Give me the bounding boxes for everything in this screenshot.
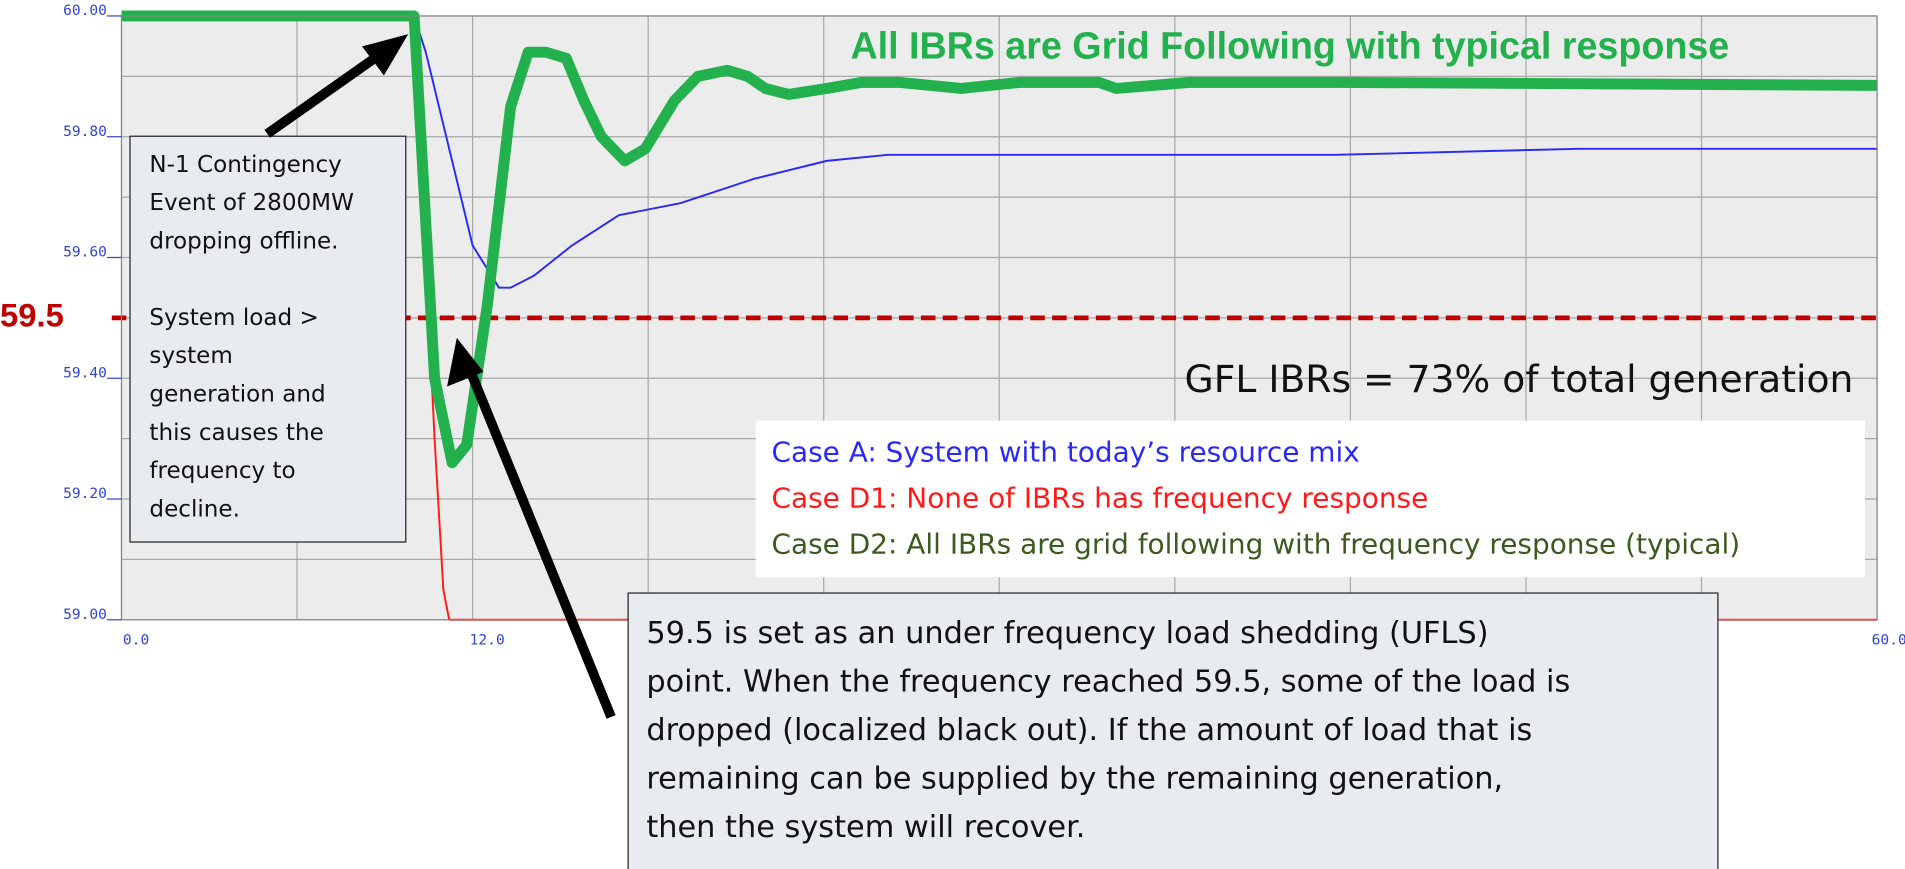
legend-label: Case D2: All IBRs are grid following wit… [771,528,1740,561]
y-tick-label: 60.00 [63,2,107,19]
series-line [121,14,1878,289]
event-text: dropping offline. [149,228,338,254]
threshold-label: 59.5 [0,297,64,334]
y-tick-label: 59.40 [63,364,107,381]
ufls-text: point. When the frequency reached 59.5, … [646,664,1570,699]
x-tick-label: 0.0 [123,631,149,648]
legend-label: Case A: System with today’s resource mix [771,435,1359,468]
event-text: this causes the [149,420,323,446]
event-text: System load > [149,305,318,331]
subtitle: GFL IBRs = 73% of total generation [1185,357,1854,401]
ufls-text: dropped (localized black out). If the am… [646,713,1532,748]
event-text: system [149,343,232,369]
chart-title: All IBRs are Grid Following with typical… [850,25,1729,67]
y-tick-label: 59.60 [63,244,107,261]
event-text: Event of 2800MW [149,190,354,216]
event-box [129,135,407,543]
legend [755,420,1865,578]
ufls-box [627,592,1719,869]
ufls-text: then the system will recover. [646,810,1085,845]
ufls-text: 59.5 is set as an under frequency load s… [646,616,1488,651]
event-text: N-1 Contingency [149,152,341,178]
ufls-text: remaining can be supplied by the remaini… [646,762,1503,797]
y-tick-label: 59.00 [63,606,107,623]
event-text: generation and [149,382,325,408]
event-text: frequency to [149,458,295,484]
x-tick-label: 12.0 [470,631,505,648]
y-tick-label: 59.80 [63,123,107,140]
event-text: decline. [149,496,240,522]
arrow [447,337,616,719]
x-tick-label: 60.0 [1872,631,1905,648]
y-tick-label: 59.20 [63,485,107,502]
legend-label: Case D1: None of IBRs has frequency resp… [771,481,1428,514]
arrow [264,34,409,138]
series-line [121,10,1878,469]
